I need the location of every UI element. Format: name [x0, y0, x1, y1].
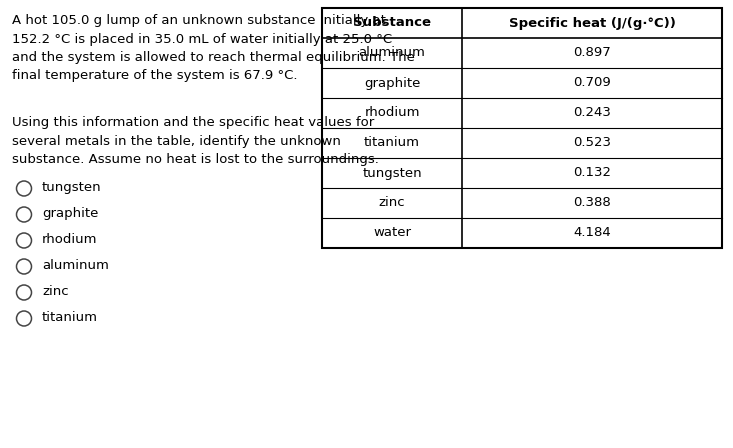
Text: 0.132: 0.132 — [573, 167, 611, 180]
Text: graphite: graphite — [42, 207, 98, 220]
Text: 4.184: 4.184 — [573, 227, 611, 240]
Text: titanium: titanium — [42, 311, 98, 324]
Text: rhodium: rhodium — [42, 233, 97, 246]
Text: several metals in the table, identify the unknown: several metals in the table, identify th… — [12, 134, 341, 147]
Text: tungsten: tungsten — [362, 167, 421, 180]
Text: 0.523: 0.523 — [573, 137, 611, 150]
Text: tungsten: tungsten — [42, 181, 102, 194]
Text: Specific heat (J/(g·°C)): Specific heat (J/(g·°C)) — [509, 17, 675, 30]
Text: substance. Assume no heat is lost to the surroundings.: substance. Assume no heat is lost to the… — [12, 153, 379, 166]
Text: A hot 105.0 g lump of an unknown substance initially at: A hot 105.0 g lump of an unknown substan… — [12, 14, 386, 27]
Text: 152.2 °C is placed in 35.0 mL of water initially at 25.0 °C: 152.2 °C is placed in 35.0 mL of water i… — [12, 33, 392, 46]
Text: graphite: graphite — [364, 77, 420, 90]
Text: Using this information and the specific heat values for: Using this information and the specific … — [12, 116, 375, 129]
Text: 0.388: 0.388 — [573, 197, 611, 210]
Text: final temperature of the system is 67.9 °C.: final temperature of the system is 67.9 … — [12, 69, 298, 82]
Text: 0.709: 0.709 — [573, 77, 611, 90]
Text: titanium: titanium — [364, 137, 420, 150]
Bar — [322, 8, 722, 248]
Text: Substance: Substance — [353, 17, 431, 30]
Text: rhodium: rhodium — [364, 107, 420, 120]
Text: and the system is allowed to reach thermal equilibrium. The: and the system is allowed to reach therm… — [12, 51, 415, 64]
Text: aluminum: aluminum — [358, 47, 425, 60]
Text: zinc: zinc — [42, 285, 69, 298]
Text: 0.243: 0.243 — [573, 107, 611, 120]
Text: 0.897: 0.897 — [573, 47, 611, 60]
Text: aluminum: aluminum — [42, 259, 109, 272]
Text: water: water — [373, 227, 411, 240]
Text: zinc: zinc — [379, 197, 405, 210]
